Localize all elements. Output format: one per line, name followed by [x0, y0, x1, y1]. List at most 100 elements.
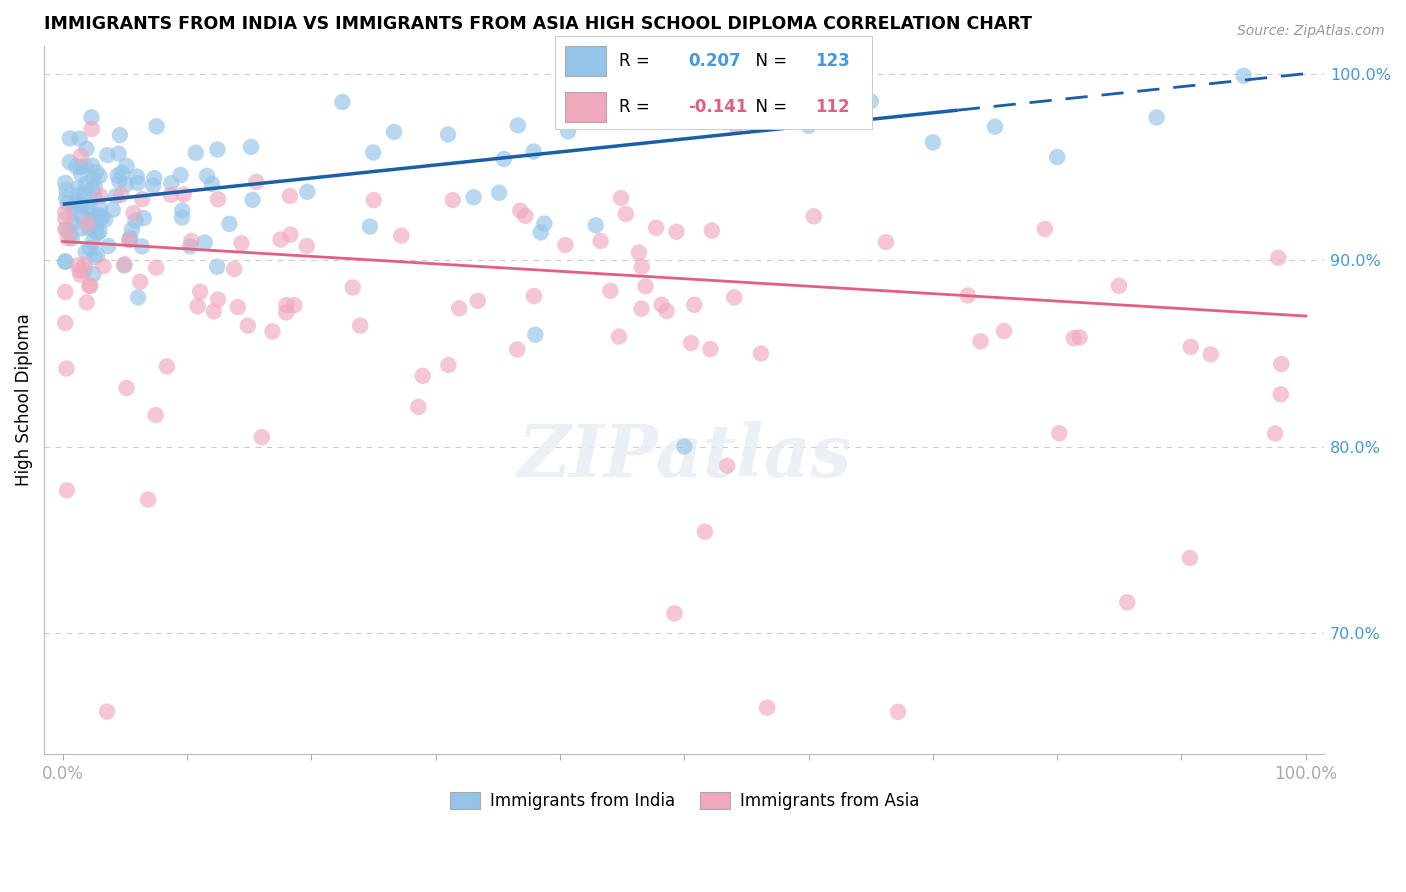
- Point: [110, 188, 132, 202]
- Point: [73, 258, 96, 272]
- Point: [655, 304, 678, 318]
- Point: [96, 705, 118, 719]
- Point: [599, 284, 621, 298]
- Point: [297, 185, 319, 199]
- Point: [108, 128, 131, 142]
- Point: [467, 293, 489, 308]
- Point: [86, 248, 108, 262]
- Point: [922, 136, 945, 150]
- Point: [207, 192, 229, 206]
- Point: [956, 288, 979, 302]
- Point: [62, 216, 84, 230]
- Point: [463, 190, 485, 204]
- Point: [59, 227, 82, 241]
- Point: [114, 257, 136, 271]
- Point: [53, 254, 76, 268]
- Point: [441, 193, 464, 207]
- Point: [683, 298, 706, 312]
- Point: [627, 245, 650, 260]
- Point: [77, 221, 100, 235]
- Point: [89, 169, 111, 183]
- Point: [129, 275, 152, 289]
- Point: [524, 327, 547, 342]
- Point: [84, 224, 107, 238]
- Point: [756, 700, 779, 714]
- Point: [530, 226, 553, 240]
- Point: [56, 231, 79, 245]
- Text: 112: 112: [815, 98, 849, 116]
- Point: [408, 400, 430, 414]
- Bar: [565, 92, 606, 122]
- Point: [107, 169, 129, 183]
- Point: [53, 176, 76, 190]
- Point: [231, 236, 253, 251]
- Point: [242, 193, 264, 207]
- Point: [449, 301, 471, 316]
- Point: [194, 235, 217, 250]
- Point: [55, 361, 77, 376]
- Point: [69, 160, 91, 174]
- Point: [63, 207, 86, 221]
- Point: [1047, 426, 1070, 441]
- Point: [93, 259, 115, 273]
- Point: [79, 279, 101, 293]
- Point: [645, 220, 668, 235]
- Point: [1270, 387, 1292, 401]
- Point: [56, 196, 79, 211]
- Point: [969, 334, 991, 349]
- Text: N =: N =: [745, 98, 793, 116]
- Point: [79, 205, 101, 219]
- Point: [160, 176, 183, 190]
- Point: [124, 213, 146, 227]
- Point: [79, 278, 101, 293]
- Point: [1116, 595, 1139, 609]
- Point: [73, 188, 96, 202]
- Point: [79, 200, 101, 214]
- Point: [1033, 222, 1056, 236]
- Point: [506, 343, 529, 357]
- Point: [506, 119, 529, 133]
- Point: [554, 238, 576, 252]
- Point: [89, 189, 111, 203]
- Point: [120, 231, 142, 245]
- Point: [437, 358, 460, 372]
- Point: [236, 318, 259, 333]
- Point: [55, 222, 77, 236]
- Point: [82, 159, 104, 173]
- Point: [80, 122, 103, 136]
- Point: [492, 152, 515, 166]
- Point: [173, 187, 195, 202]
- Point: [80, 110, 103, 124]
- Point: [725, 119, 748, 133]
- Point: [131, 192, 153, 206]
- Point: [121, 222, 143, 236]
- Point: [86, 227, 108, 241]
- Point: [665, 225, 688, 239]
- Point: [607, 329, 630, 343]
- Point: [82, 235, 104, 249]
- Point: [634, 279, 657, 293]
- Point: [1069, 330, 1091, 344]
- Point: [53, 316, 76, 330]
- Point: [205, 260, 228, 274]
- Point: [125, 169, 148, 184]
- Point: [56, 483, 79, 498]
- Point: [76, 217, 98, 231]
- Point: [1267, 251, 1289, 265]
- Point: [803, 209, 825, 223]
- Point: [1108, 278, 1130, 293]
- Point: [276, 305, 298, 319]
- Point: [127, 290, 149, 304]
- Point: [145, 408, 167, 422]
- Point: [749, 346, 772, 360]
- Point: [1180, 340, 1202, 354]
- Point: [112, 259, 135, 273]
- Point: [136, 492, 159, 507]
- Point: [65, 195, 87, 210]
- Point: [65, 160, 87, 174]
- Point: [69, 268, 91, 282]
- Point: [585, 219, 607, 233]
- Text: ZIPatlas: ZIPatlas: [517, 421, 852, 492]
- Text: N =: N =: [745, 52, 793, 70]
- Point: [523, 145, 546, 159]
